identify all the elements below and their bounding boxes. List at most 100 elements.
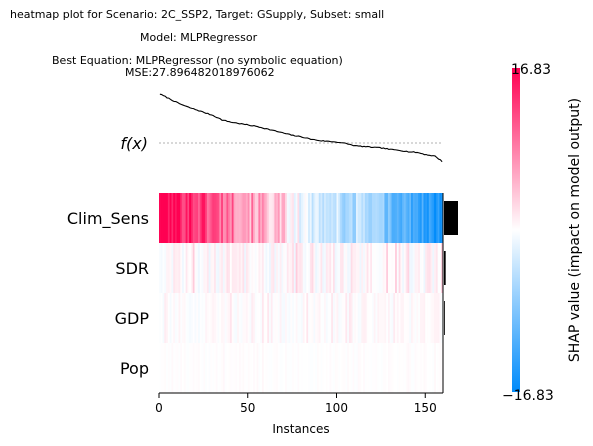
heat-cell <box>361 193 364 243</box>
heat-cell <box>198 293 201 343</box>
heat-cell <box>244 293 247 343</box>
heat-cell <box>421 243 424 293</box>
heat-cell <box>356 243 359 293</box>
heat-cell <box>176 293 179 343</box>
heat-cell <box>396 293 400 343</box>
heat-cell <box>370 293 373 343</box>
heat-cell <box>208 193 211 243</box>
heat-cell <box>219 293 222 343</box>
heat-cell <box>338 193 341 243</box>
feature-label: Pop <box>120 359 149 378</box>
heat-cell <box>372 343 375 393</box>
heat-cell <box>306 343 309 393</box>
heat-cell <box>203 293 206 343</box>
heat-cell <box>324 243 327 293</box>
heat-cell <box>441 193 444 243</box>
heat-cell <box>425 243 428 293</box>
feature-label: GDP <box>115 309 150 328</box>
heat-cell <box>240 193 243 243</box>
heat-cell <box>407 193 410 243</box>
heat-cell <box>276 193 279 243</box>
heat-cell <box>288 343 291 393</box>
heat-cell <box>301 193 304 243</box>
heat-cell <box>411 193 414 243</box>
heat-cell <box>403 343 407 393</box>
heat-cell <box>370 343 373 393</box>
heat-cell <box>405 193 408 243</box>
heat-cell <box>403 243 407 293</box>
heat-cell <box>178 193 181 243</box>
heat-cell <box>201 193 204 243</box>
heat-cell <box>164 343 167 393</box>
heat-cell <box>327 343 330 393</box>
heat-cell <box>247 193 250 243</box>
heat-cell <box>391 243 394 293</box>
heatmap-cells: Clim_Sens SDR GDP Pop <box>67 193 458 393</box>
heat-cell <box>183 193 187 243</box>
heat-cell <box>380 293 384 343</box>
heat-cell <box>205 243 208 293</box>
heat-cell <box>253 193 256 243</box>
heat-cell <box>160 243 163 293</box>
heat-cell <box>299 243 302 293</box>
heat-cell <box>361 293 364 343</box>
importance-bar <box>444 301 445 335</box>
heat-cell <box>329 293 332 343</box>
heat-cell <box>302 343 305 393</box>
heat-cell <box>347 343 350 393</box>
heat-cell <box>240 343 243 393</box>
heat-cell <box>363 193 366 243</box>
heat-cell <box>185 193 188 243</box>
heat-cell <box>357 193 360 243</box>
heat-cell <box>270 343 273 393</box>
heat-cell <box>233 193 236 243</box>
heat-cell <box>302 293 305 343</box>
heat-cell <box>276 343 279 393</box>
heat-cell <box>190 193 194 243</box>
heat-cell <box>242 193 245 243</box>
heat-cell <box>379 193 382 243</box>
heat-cell <box>226 293 229 343</box>
heat-cell <box>377 193 380 243</box>
heat-cell <box>412 243 415 293</box>
heat-cell <box>379 293 382 343</box>
heat-cell <box>345 243 348 293</box>
heat-cell <box>325 293 329 343</box>
heat-cell <box>382 243 385 293</box>
heat-cell <box>274 243 277 293</box>
heat-cell <box>214 193 217 243</box>
heat-cell <box>361 343 364 393</box>
heat-cell <box>267 343 270 393</box>
heat-cell <box>219 193 222 243</box>
heat-cell <box>231 293 234 343</box>
heat-cell <box>160 293 163 343</box>
heat-cell <box>224 193 227 243</box>
heat-cell <box>263 293 266 343</box>
heat-cell <box>395 243 398 293</box>
heat-cell <box>313 293 316 343</box>
heat-cell <box>253 243 256 293</box>
heat-cell <box>167 243 171 293</box>
heat-cell <box>437 193 440 243</box>
heat-cell <box>356 343 359 393</box>
heat-cell <box>221 193 224 243</box>
heat-cell <box>240 243 243 293</box>
heat-cell <box>430 293 433 343</box>
heat-cell <box>169 343 172 393</box>
heat-cell <box>206 243 210 293</box>
heat-cell <box>423 343 426 393</box>
heat-cell <box>318 193 321 243</box>
heat-cell <box>316 343 320 393</box>
heat-cell <box>375 343 378 393</box>
heat-cell <box>359 193 362 243</box>
heat-cell <box>256 243 259 293</box>
heat-cell <box>270 293 273 343</box>
heat-cell <box>285 193 288 243</box>
colorbar-gradient <box>512 68 520 392</box>
heat-cell <box>375 293 378 343</box>
heat-cell <box>169 243 172 293</box>
heat-cell <box>192 193 195 243</box>
heat-cell <box>428 243 431 293</box>
heat-cell <box>301 343 304 393</box>
heat-cell <box>336 293 339 343</box>
